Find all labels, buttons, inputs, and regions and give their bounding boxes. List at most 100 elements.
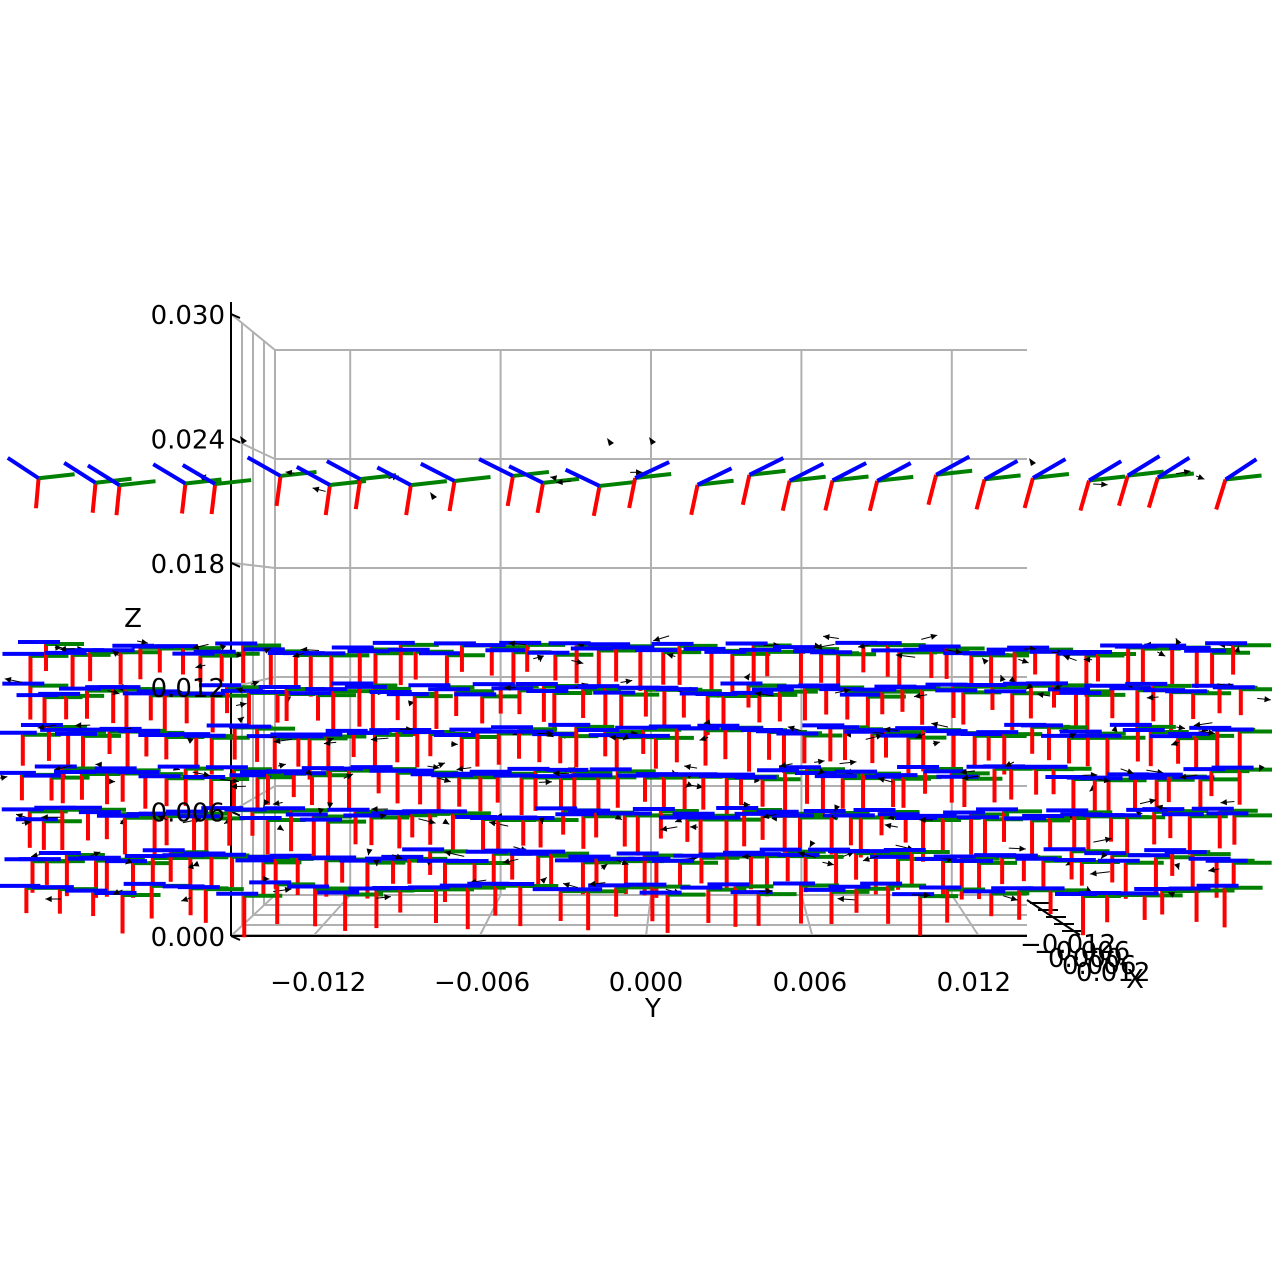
pose-frame [290, 691, 357, 721]
arrow-head [1010, 895, 1018, 902]
frame-z-axis [1087, 459, 1123, 483]
frame-z-axis [564, 467, 601, 488]
frame-y-axis [1225, 473, 1262, 482]
pose-frame [372, 886, 439, 913]
arrow-head [684, 764, 691, 771]
arrow-head [504, 684, 511, 691]
z-tick-4 [230, 437, 241, 444]
arrow-head [1090, 870, 1097, 877]
arrow-head [192, 643, 200, 650]
arrow-head [766, 888, 773, 895]
y-axis-label: Y [644, 994, 661, 1024]
pose-frame [15, 817, 82, 850]
arrow-head [1111, 725, 1118, 733]
arrow-head [1026, 682, 1034, 690]
arrow-head [915, 732, 923, 739]
arrow-head [539, 877, 547, 884]
pose-frame [1195, 457, 1262, 511]
arrow-head [1158, 650, 1166, 657]
pose-frame [1206, 811, 1272, 845]
arrow-head [488, 820, 496, 827]
pose-frame [23, 773, 90, 801]
pose-frame [249, 875, 316, 925]
arrow-head [395, 853, 403, 860]
frame-y-axis [38, 472, 75, 481]
frame-y-axis [1127, 469, 1164, 478]
arrow-head [371, 806, 378, 813]
arrow-head [384, 894, 391, 901]
arrow-head [556, 478, 563, 485]
axes [230, 302, 1082, 941]
arrow-head [884, 822, 892, 829]
pose-frame [287, 884, 354, 927]
pose-frame [1053, 857, 1120, 886]
pose-frame [229, 724, 296, 762]
arrow-head [74, 722, 82, 729]
pose-frame [593, 690, 660, 728]
pose-frame [1165, 689, 1232, 720]
pose-frame [1172, 773, 1239, 812]
arrow-head [37, 723, 45, 731]
arrow-head [600, 864, 608, 871]
z-tick-3 [230, 561, 241, 568]
frame-z-axis [1224, 457, 1258, 482]
pose-frame [956, 815, 1023, 858]
frame-x-axis [535, 482, 545, 514]
frame-x-axis [447, 480, 457, 512]
arrow-head [273, 737, 281, 744]
pose-frame [492, 876, 559, 927]
pose-frame [1150, 734, 1217, 764]
frame-x-axis [323, 484, 332, 516]
frame-x-axis [689, 484, 700, 516]
grid [230, 313, 1027, 937]
pose-frame [596, 811, 663, 847]
arrow-head [45, 895, 52, 903]
pose-frame [1084, 851, 1151, 883]
pose-frame [609, 811, 676, 856]
arrow-head [743, 673, 750, 681]
pose-frame [963, 889, 1030, 917]
arrow-head [914, 692, 921, 699]
arrow-head [877, 776, 885, 783]
pose-frame [433, 732, 500, 769]
frame-y-axis [1088, 474, 1126, 483]
arrow-head [442, 818, 450, 825]
pose-frame [166, 809, 233, 856]
arrow-head [1174, 862, 1180, 870]
pose-frame [94, 761, 161, 802]
pose-frame [976, 807, 1043, 842]
pose-frame [6, 456, 75, 509]
frame-z-axis [181, 463, 217, 486]
frame-y-axis [214, 478, 252, 487]
pose-frame [0, 730, 61, 766]
arrow-head [696, 783, 704, 790]
arrow-head [379, 813, 387, 820]
pose-frame [314, 848, 381, 883]
arrow-head [508, 640, 515, 647]
frame-z-axis [152, 462, 187, 486]
arrow-head [263, 648, 271, 654]
frame-x-axis [180, 483, 188, 514]
arrow-head [192, 860, 200, 867]
arrow-head [1146, 694, 1154, 701]
arrow-head [1149, 798, 1157, 805]
arrow-head [609, 734, 616, 741]
arrow-head [181, 896, 189, 902]
pose-frame [867, 461, 914, 512]
arrow-head [960, 768, 968, 775]
pose-frames [0, 436, 1272, 938]
pose-frame [1020, 723, 1087, 761]
pose-frame [263, 800, 330, 852]
arrow-head [125, 858, 133, 865]
pose-frame [880, 733, 947, 778]
arrow-head [1234, 646, 1241, 653]
frame-y-axis [410, 479, 448, 488]
arrow-head [1019, 845, 1026, 852]
pose-frame [181, 463, 252, 515]
frame-x-axis [505, 475, 515, 507]
arrow-head [961, 774, 969, 781]
frame-y-axis [832, 474, 869, 483]
z-tick-5 [230, 313, 241, 319]
arrow-head [327, 802, 334, 809]
y-tick-label: −0.012 [270, 968, 366, 998]
